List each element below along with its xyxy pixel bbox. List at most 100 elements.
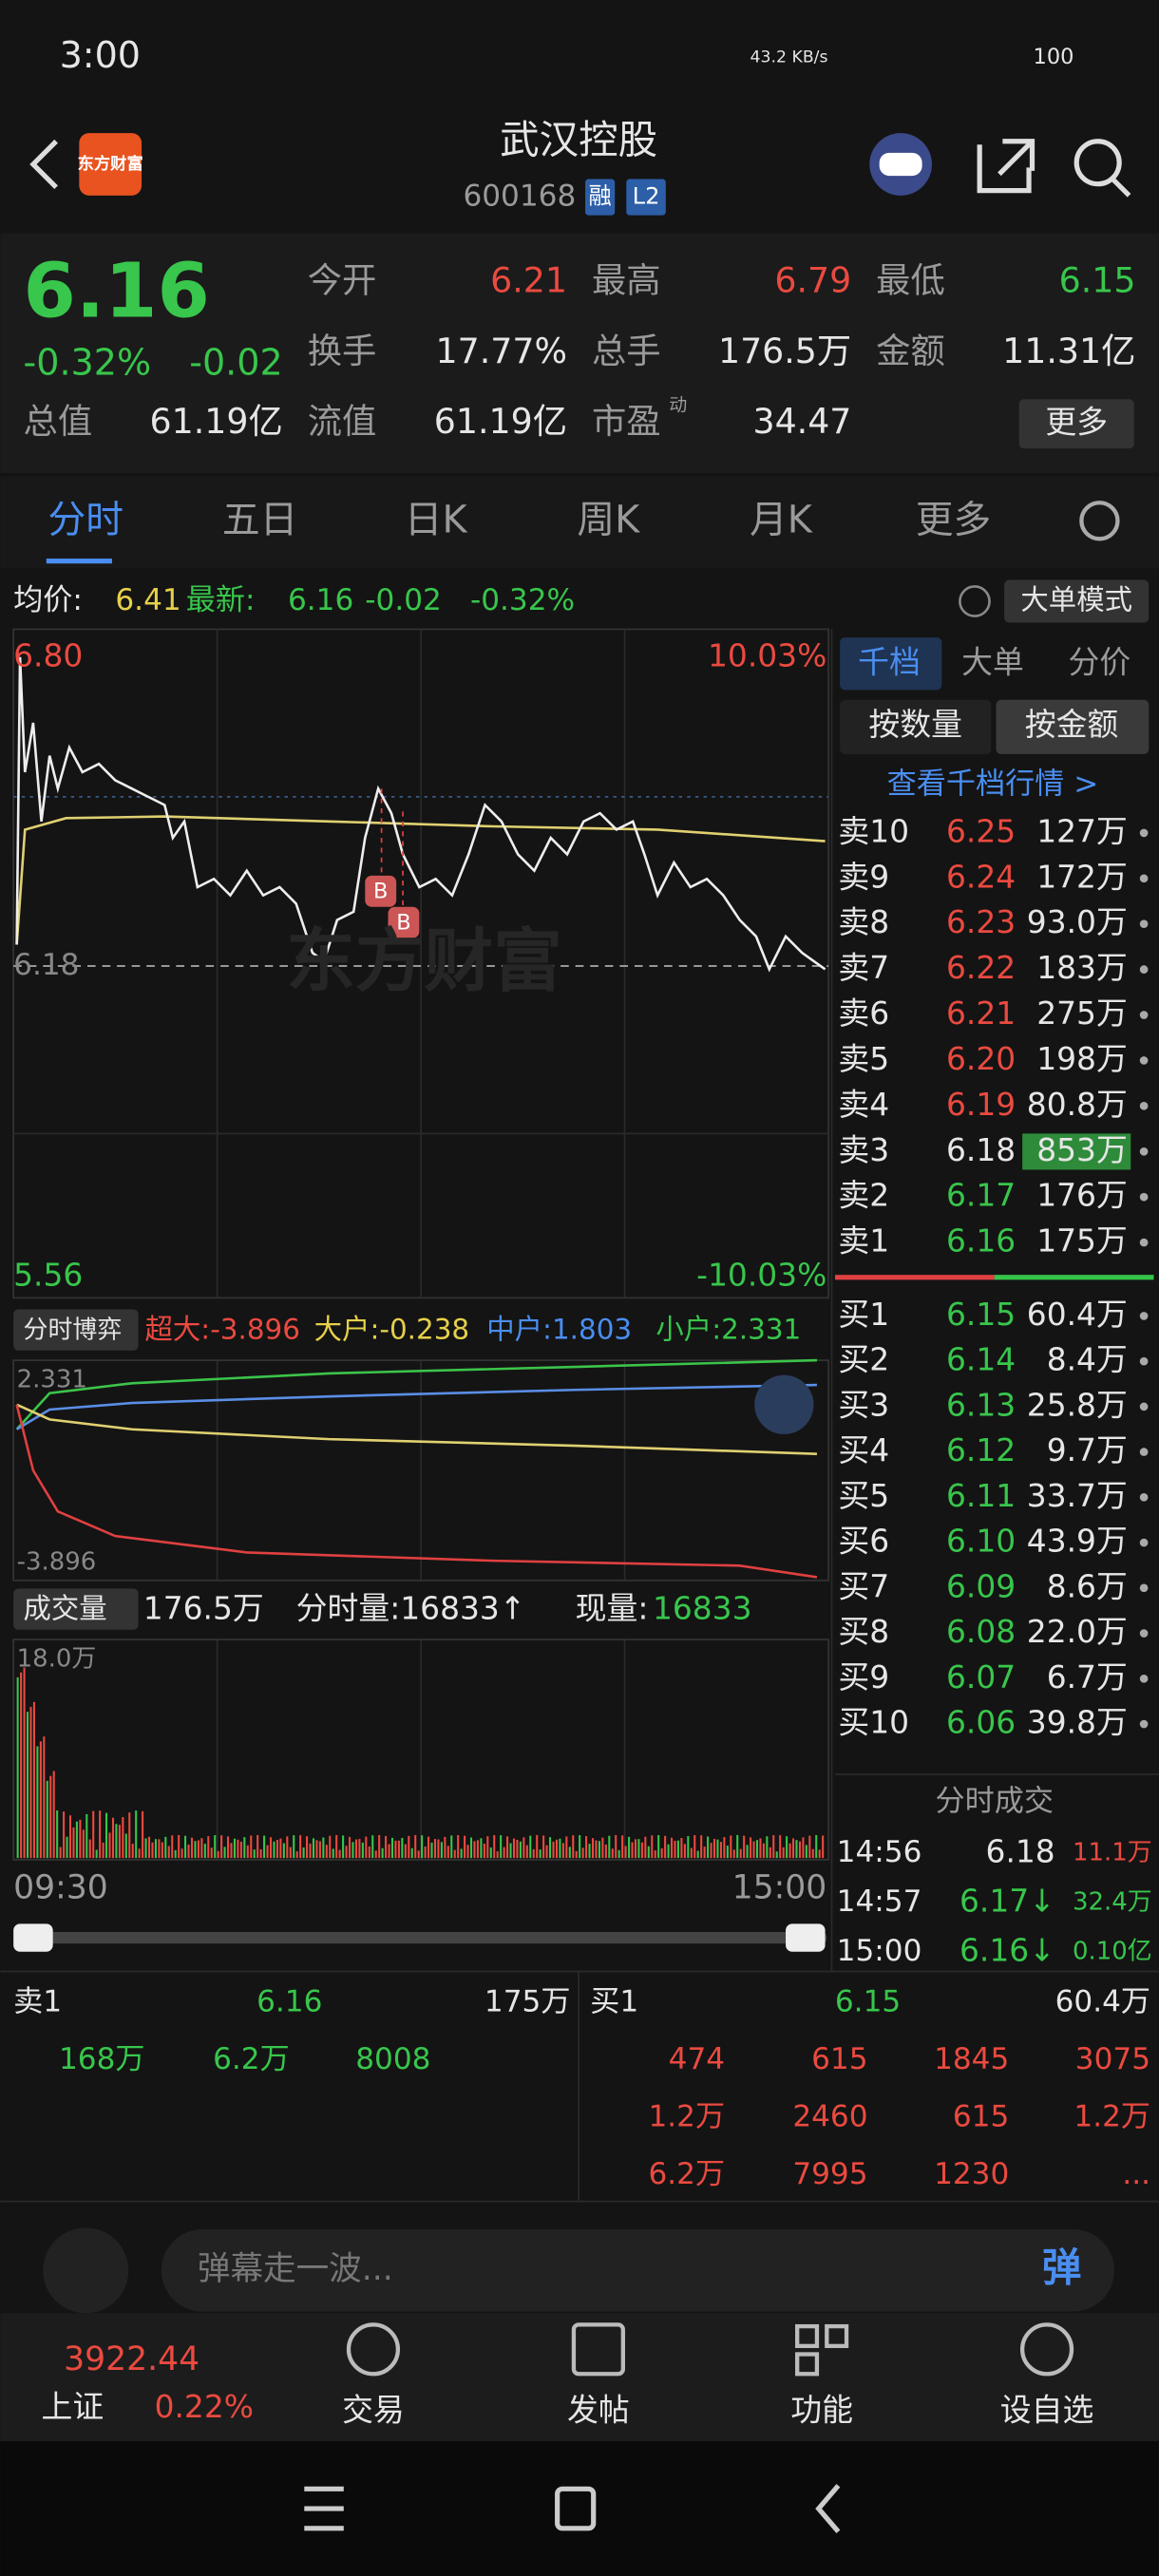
- volume-bar-shape: [755, 1840, 759, 1859]
- volume-bar-shape: [88, 1839, 91, 1859]
- comment-button: 弹: [1042, 2244, 1082, 2290]
- volume-bar-shape: [667, 1844, 670, 1859]
- volume-bar-shape: [401, 1837, 404, 1859]
- volume-bar-shape: [230, 1843, 233, 1859]
- book-level: 卖10: [838, 812, 909, 849]
- volume-bar-shape: [92, 1810, 95, 1859]
- volume-bar-shape: [233, 1838, 236, 1859]
- bid-detail: 615: [811, 2042, 867, 2076]
- volume-bar-shape: [525, 1845, 528, 1859]
- volume-bar-shape: [424, 1846, 427, 1859]
- volume-bar-shape: [138, 1848, 141, 1859]
- back-button[interactable]: [29, 139, 58, 190]
- nav-item: 发帖: [567, 2392, 630, 2429]
- book-dot: [1139, 874, 1149, 883]
- book-level: 买5: [838, 1477, 889, 1514]
- amount-toggle-active[interactable]: [996, 699, 1150, 754]
- book-price: 6.21: [946, 994, 1016, 1032]
- comment-icon[interactable]: [43, 2227, 129, 2314]
- book-price: 6.13: [946, 1386, 1016, 1423]
- volume-bar-shape: [561, 1843, 564, 1859]
- scroll-handle[interactable]: [786, 1923, 826, 1952]
- volume-bar-shape: [496, 1851, 499, 1859]
- volume-total: 176.5万: [143, 1589, 264, 1626]
- volume-bar-shape: [703, 1847, 706, 1859]
- ask-bid-bar: [834, 1275, 995, 1280]
- volume-bar-shape: [788, 1843, 791, 1859]
- field-label: 金额: [876, 331, 945, 371]
- book-price: 6.24: [946, 858, 1016, 895]
- volume-bar-shape: [32, 1701, 35, 1859]
- volume-bar-shape: [276, 1839, 278, 1859]
- field-label: 总值: [24, 401, 93, 442]
- volume-bar-shape: [493, 1835, 496, 1859]
- book-dot: [1139, 1448, 1149, 1456]
- scroll-handle[interactable]: [13, 1923, 53, 1952]
- mode-button[interactable]: [1004, 579, 1150, 623]
- system-buttons[interactable]: [304, 2484, 841, 2533]
- volume-bar-shape: [197, 1840, 200, 1859]
- volume-bar-shape: [446, 1846, 449, 1859]
- volume-bar-shape: [118, 1825, 121, 1859]
- book-price: 6.08: [946, 1613, 1016, 1650]
- volume-bar-shape: [102, 1842, 104, 1859]
- amount-toggle[interactable]: [840, 699, 992, 754]
- field-label: 流值: [308, 401, 377, 442]
- volume-bar-shape: [86, 1813, 88, 1859]
- comment-placeholder: 弹幕走一波...: [198, 2250, 393, 2288]
- volume-bar-shape: [171, 1835, 174, 1859]
- tab-underline: [46, 559, 112, 564]
- volume-bar-shape: [368, 1846, 370, 1859]
- bid-detail: 1.2万: [648, 2099, 725, 2133]
- flow-item: 超大:-3.896: [145, 1313, 300, 1345]
- volume-bar-shape: [555, 1839, 558, 1859]
- bid-detail: 3075: [1075, 2042, 1150, 2076]
- book-price: 6.12: [946, 1431, 1016, 1468]
- price-line: [15, 656, 826, 973]
- search-button[interactable]: [1074, 139, 1122, 187]
- panel-tab-active[interactable]: [840, 637, 942, 691]
- field-value: 61.19亿: [434, 401, 567, 442]
- volume-bar-shape: [621, 1835, 624, 1859]
- book-volume: 176万: [1036, 1177, 1128, 1214]
- nav-icons[interactable]: [346, 2322, 1074, 2377]
- avg-price-line: [15, 815, 826, 945]
- volume-bar-shape: [444, 1836, 446, 1859]
- volume-bar-shape: [259, 1848, 262, 1859]
- volume-bar-shape: [253, 1849, 256, 1859]
- volume-bar-shape: [345, 1846, 348, 1859]
- book-dot: [1139, 1493, 1149, 1502]
- share-button[interactable]: [977, 139, 1036, 194]
- volume-bar-shape: [99, 1810, 102, 1859]
- volume-bar-shape: [743, 1835, 746, 1859]
- scrollbar[interactable]: [13, 1932, 827, 1944]
- field-value: 6.79: [774, 259, 851, 300]
- chart-low-pct: -10.03%: [696, 1256, 826, 1293]
- help-icon[interactable]: [959, 585, 991, 617]
- volume-bar-shape: [394, 1840, 397, 1859]
- volume-bar-shape: [588, 1844, 591, 1859]
- expand-button[interactable]: [754, 1374, 814, 1434]
- volume-bar-shape: [786, 1836, 788, 1859]
- trade-price: 6.18: [986, 1832, 1055, 1869]
- volume-bar-shape: [453, 1849, 456, 1859]
- volume-bar-shape: [500, 1835, 503, 1859]
- more-button[interactable]: [1018, 399, 1134, 449]
- chart-high: 6.80: [13, 636, 83, 673]
- book-dot: [1139, 1538, 1149, 1547]
- stock-tag: L2: [633, 183, 660, 210]
- panel-link: 查看千档行情 >: [887, 767, 1099, 802]
- tag-box: [626, 179, 666, 216]
- book-level: 买3: [838, 1386, 889, 1423]
- book-dot: [1139, 1146, 1149, 1156]
- volume-bar-shape: [732, 1849, 735, 1859]
- comment-input[interactable]: [161, 2229, 1114, 2312]
- volume-bar-shape: [63, 1811, 66, 1859]
- book-price: 6.11: [946, 1477, 1016, 1514]
- volume-bar-shape: [266, 1845, 269, 1859]
- volume-bar-shape: [489, 1847, 492, 1859]
- flow-line: [15, 1404, 818, 1579]
- latest-label: 最新:: [186, 583, 256, 617]
- volume-bar-shape: [440, 1842, 443, 1859]
- settings-button[interactable]: [1079, 501, 1120, 541]
